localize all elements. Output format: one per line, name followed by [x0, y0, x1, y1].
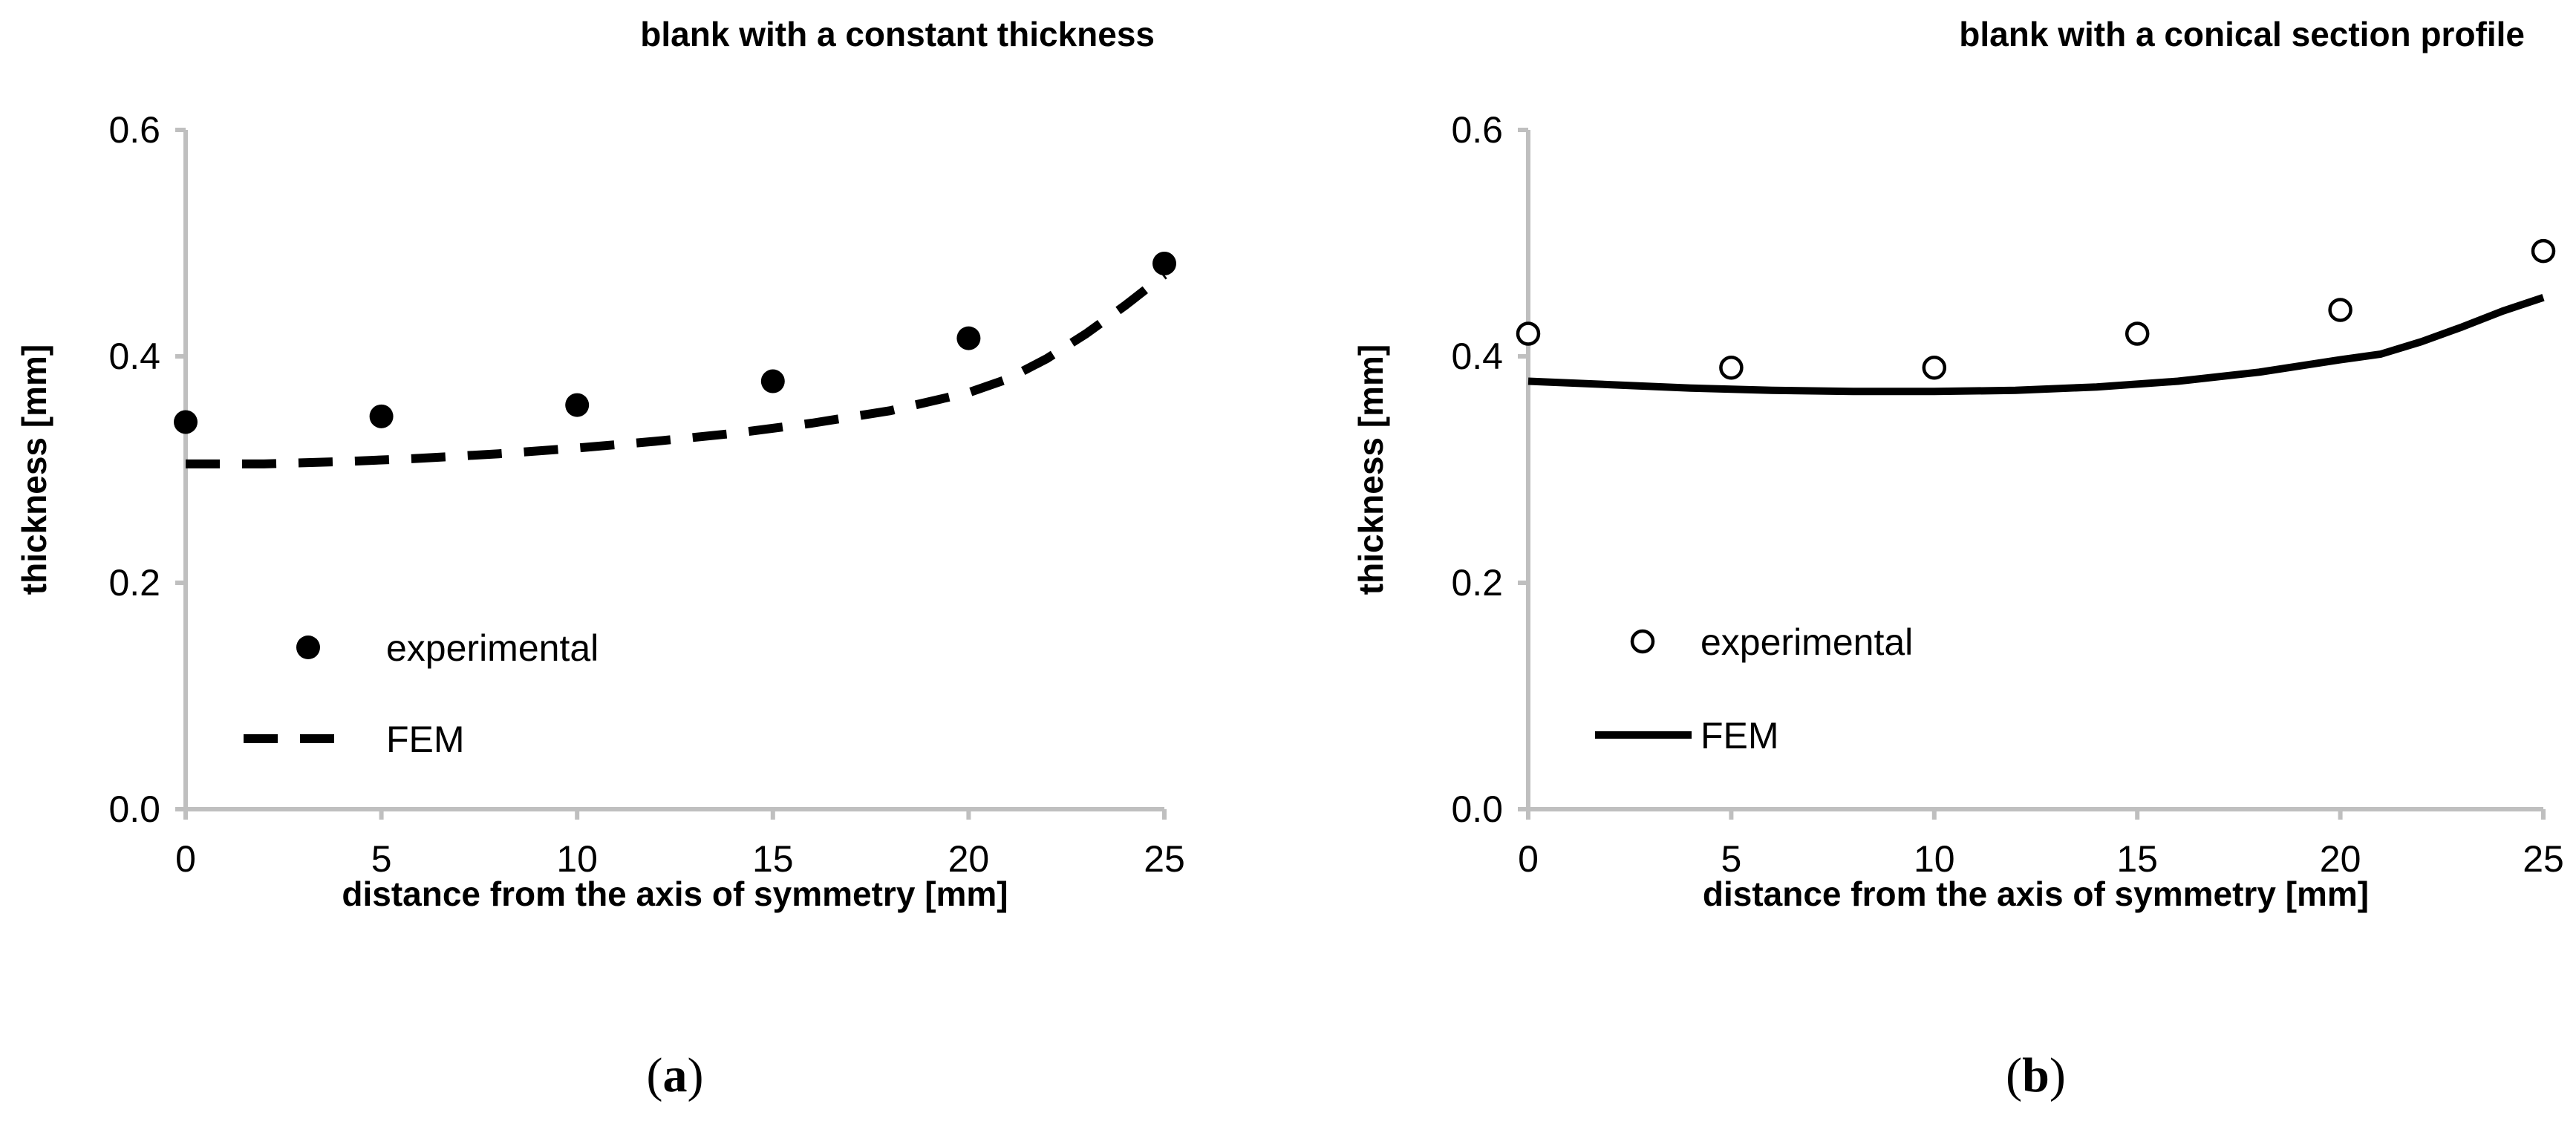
x-tick-label: 10	[556, 838, 598, 880]
legend-label-fem: FEM	[386, 719, 465, 760]
x-tick-label: 20	[948, 838, 990, 880]
data-point-experimental	[174, 410, 198, 434]
x-tick-label: 25	[1144, 838, 1185, 880]
x-tick-label: 0	[1518, 838, 1539, 880]
y-tick-label: 0.6	[1451, 109, 1503, 151]
data-point-experimental	[2125, 321, 2150, 346]
chart-title: blank with a conical section profile	[1959, 15, 2525, 53]
x-tick-label: 15	[2116, 838, 2158, 880]
data-point-experimental	[1719, 356, 1744, 380]
panel-caption: (b)	[2006, 1048, 2066, 1102]
x-tick-label: 0	[175, 838, 196, 880]
y-tick-label: 0.4	[108, 336, 160, 377]
panel-caption: (a)	[647, 1048, 704, 1102]
y-tick-label: 0.6	[108, 109, 160, 151]
x-tick-label: 10	[1914, 838, 1955, 880]
data-point-experimental	[1516, 321, 1541, 346]
caption-letter: b	[2022, 1048, 2050, 1102]
legend-label-fem: FEM	[1701, 715, 1779, 757]
caption-letter: a	[663, 1048, 688, 1102]
y-tick-label: 0.2	[1451, 562, 1503, 604]
legend-marker-experimental	[1630, 629, 1655, 654]
y-axis-label: thickness [mm]	[1351, 344, 1390, 595]
series-line-fem	[1527, 293, 2545, 396]
data-point-experimental	[565, 393, 590, 417]
y-tick-label: 0.4	[1451, 336, 1503, 377]
data-point-experimental	[760, 369, 785, 393]
y-tick-label: 0.0	[108, 788, 160, 830]
data-point-experimental	[956, 326, 981, 350]
data-point-experimental	[1152, 251, 1176, 275]
caption-open-paren: (	[2006, 1048, 2022, 1102]
x-tick-label: 5	[371, 838, 392, 880]
caption-close-paren: )	[2050, 1048, 2066, 1102]
legend-label-experimental: experimental	[1701, 621, 1913, 663]
legend-label-experimental: experimental	[386, 627, 599, 669]
chart-title: blank with a constant thickness	[640, 15, 1155, 53]
data-point-experimental	[369, 404, 394, 428]
data-point-experimental	[2328, 298, 2352, 322]
x-axis-label: distance from the axis of symmetry [mm]	[342, 875, 1008, 913]
series-line-fem	[186, 271, 1167, 468]
x-tick-label: 15	[752, 838, 794, 880]
x-tick-label: 5	[1721, 838, 1741, 880]
x-tick-label: 25	[2523, 838, 2564, 880]
y-axis-label: thickness [mm]	[15, 344, 53, 595]
data-point-experimental	[1922, 356, 1947, 380]
x-tick-label: 20	[2320, 838, 2361, 880]
x-axis-label: distance from the axis of symmetry [mm]	[1703, 875, 2369, 913]
caption-open-paren: (	[647, 1048, 663, 1102]
caption-close-paren: )	[688, 1048, 704, 1102]
legend-marker-experimental	[296, 635, 320, 659]
data-point-experimental	[2531, 238, 2556, 264]
y-tick-label: 0.2	[108, 562, 160, 604]
chart-panel-b: blank with a conical section profile 0.0 0…	[1351, 15, 2564, 1102]
chart-panel-a: blank with a constant thickness 0.0 0.2 0.4…	[15, 15, 1185, 1102]
y-tick-label: 0.0	[1451, 788, 1503, 830]
